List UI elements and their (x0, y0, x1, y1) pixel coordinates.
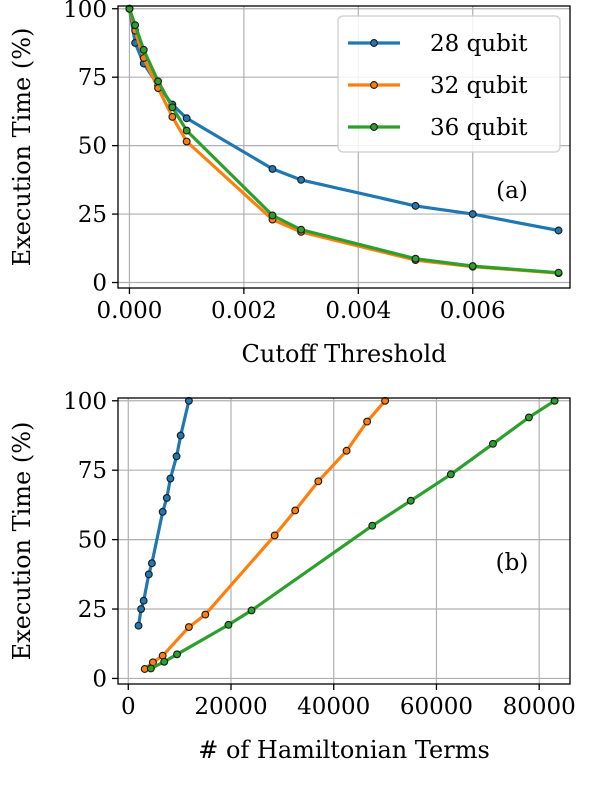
panel-a-ytick-label-4: 100 (63, 0, 107, 23)
panel-a-x-axis-label: Cutoff Threshold (242, 340, 447, 368)
legend-swatch-marker-0 (370, 39, 378, 47)
panel-b-series-2-point-5 (368, 521, 377, 530)
panel-a-series-0-point-5 (182, 114, 191, 123)
legend-swatch-marker-2 (370, 123, 378, 131)
panel-b-xtick-label-0: 0 (121, 694, 136, 720)
panel-a-series-2-point-1 (131, 21, 140, 30)
panel-b-series-2-point-6 (247, 606, 256, 615)
panel-a-y-axis-label: Execution Time (%) (8, 28, 36, 267)
panel-a-tag: (a) (496, 178, 528, 204)
panel-a-xtick-label-3: 0.006 (440, 298, 506, 324)
panel-b-xtick-label-3: 60000 (400, 694, 473, 720)
panel-a-series-2-point-8 (411, 254, 420, 263)
panel-b-series-0-point-9 (137, 605, 146, 613)
panel-a-chart: 0.000 0.002 0.004 0.006 0 25 50 75 100 Cutoff Thr… (8, 0, 571, 368)
panel-b-xtick-label-1: 20000 (194, 694, 267, 720)
panel-b-series-1-point-6 (201, 610, 210, 619)
panel-b-ytick-label-1: 25 (78, 597, 107, 623)
panel-a-axes-frame (117, 5, 571, 289)
panel-b-series-0-point-1 (176, 431, 185, 440)
panel-b-series-0-point-10 (134, 621, 143, 630)
legend-label-1: 32 qubit (430, 73, 528, 99)
panel-b-series-0-point-8 (139, 596, 148, 605)
panel-a-series-2-point-5 (182, 126, 191, 135)
panel-b-series-1-point-5 (270, 531, 279, 540)
panel-b-ytick-label-0: 0 (92, 666, 107, 692)
panel-b-tag: (b) (496, 550, 529, 576)
panel-a-ytick-label-1: 25 (78, 202, 107, 228)
panel-b-ytick-label-3: 75 (78, 458, 107, 484)
panel-b-series-1-point-3 (314, 477, 323, 486)
panel-b-series-0-point-3 (166, 474, 175, 483)
panel-a-xtick-label-0: 0.000 (97, 298, 163, 324)
panel-b-series-0-point-5 (158, 507, 167, 516)
panel-a-series-2-point-7 (297, 225, 306, 234)
panel-a-series-2-point-6 (268, 211, 277, 220)
panel-b-xtick-label-2: 40000 (297, 694, 370, 720)
panel-a-series-0-point-8 (411, 201, 420, 210)
panel-b-series-2-point-1 (524, 413, 533, 422)
panel-b-series-0-point-6 (147, 559, 156, 568)
panel-a-series-0-point-9 (468, 210, 477, 219)
panel-b-series-0-point-2 (172, 452, 181, 461)
panel-a-series-2-point-0 (125, 4, 134, 13)
panel-a-series-1-point-4 (168, 112, 177, 121)
panel-b-series-1-point-4 (291, 506, 300, 515)
panel-b-series-2-point-8 (173, 650, 182, 659)
panel-b-series-1-point-7 (184, 623, 193, 632)
legend-label-0: 28 qubit (430, 31, 528, 57)
panel-a-ytick-label-3: 75 (78, 65, 107, 91)
panel-a-series-2-point-4 (168, 103, 177, 112)
panel-b-series-1-point-2 (342, 446, 351, 455)
panel-a-series-0-point-7 (297, 175, 306, 184)
panel-a-xtick-label-2: 0.004 (325, 298, 391, 324)
panel-a-series-0-point-6 (268, 164, 277, 173)
legend-label-2: 36 qubit (430, 115, 528, 141)
legend-box (337, 15, 561, 153)
panel-b-series-2-point-10 (146, 664, 155, 673)
panel-b-xtick-label-4: 80000 (503, 694, 576, 720)
panel-b-axes-frame (117, 397, 571, 685)
panel-b-ytick-label-4: 100 (63, 389, 107, 415)
panel-b-series-2-point-7 (224, 620, 233, 629)
panel-b-series-0-point-4 (162, 494, 171, 502)
panel-a-xtick-label-1: 0.002 (211, 298, 277, 324)
panel-b-series-1-point-1 (363, 417, 372, 426)
panel-a-series-2-point-3 (154, 77, 163, 86)
panel-a-series-0-point-10 (554, 226, 563, 235)
panel-a-series-2-point-9 (468, 262, 477, 271)
panel-b-x-axis-label: # of Hamiltonian Terms (198, 736, 490, 764)
panel-a-series-2-point-2 (139, 45, 148, 54)
panel-a-series-1-point-5 (182, 137, 191, 146)
legend-swatch-marker-1 (370, 81, 378, 89)
panel-b-series-2-point-3 (446, 470, 455, 479)
panel-b-series-2-point-9 (160, 657, 169, 666)
panel-b-series-0-point-7 (144, 570, 153, 579)
panel-b-series-2-point-2 (489, 439, 497, 448)
panel-a-ytick-label-2: 50 (78, 134, 107, 160)
panel-b-chart: 0 20000 40000 60000 80000 0 25 50 75 100 # of Hami… (8, 389, 576, 764)
panel-b-series-2-point-4 (406, 496, 415, 505)
panel-b-ytick-label-2: 50 (78, 528, 107, 554)
panel-b-y-axis-label: Execution Time (%) (8, 422, 36, 661)
panel-a-ytick-label-0: 0 (92, 271, 107, 297)
panel-a-series-2-point-10 (554, 268, 563, 277)
